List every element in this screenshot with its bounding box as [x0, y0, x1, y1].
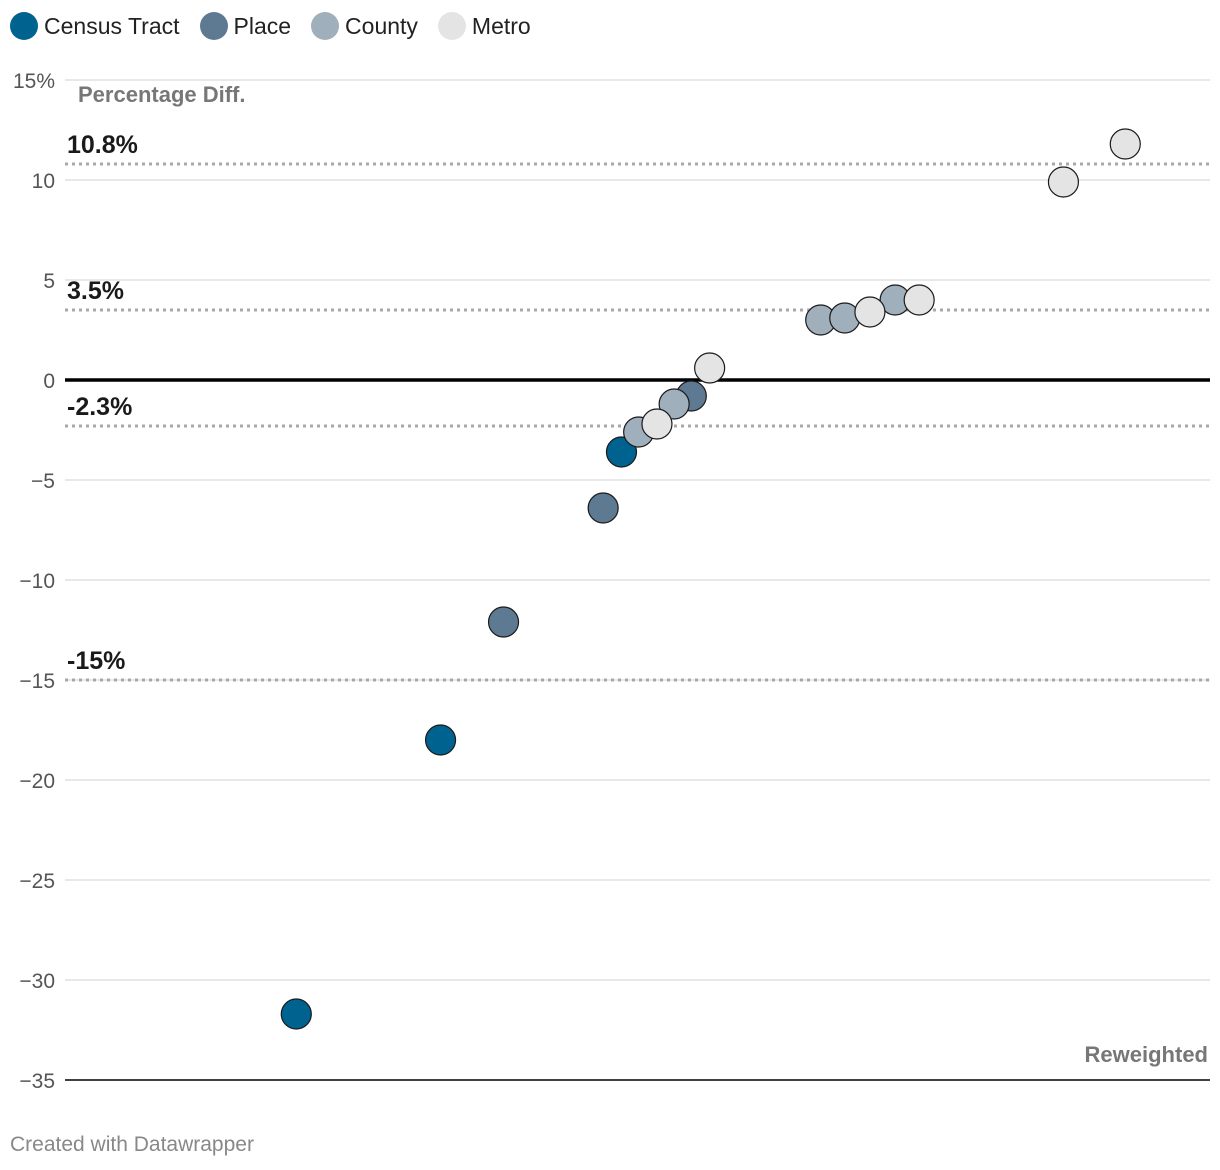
- data-point-metro: [903, 284, 935, 316]
- credit-footer: Created with Datawrapper: [10, 1133, 254, 1156]
- y-tick-label: −15: [19, 670, 55, 693]
- y-tick-label: −35: [19, 1070, 55, 1093]
- y-tick-label: 0: [43, 370, 55, 393]
- reference-line-label: -15%: [67, 647, 125, 675]
- legend-item: Place: [199, 12, 292, 40]
- legend-swatch: [311, 12, 340, 40]
- data-point-metro: [694, 352, 726, 384]
- data-point-county: [658, 388, 690, 420]
- y-tick-label: 10: [32, 170, 55, 193]
- reference-line-label: -2.3%: [67, 393, 132, 421]
- legend-label: County: [345, 12, 418, 39]
- data-point-metro: [641, 408, 673, 440]
- chart-legend: Census Tract Place County Metro: [10, 12, 551, 40]
- y-tick-label: −30: [19, 970, 55, 993]
- legend-item: Census Tract: [10, 12, 180, 40]
- data-point-census-tract: [605, 436, 638, 468]
- data-point-census-tract: [424, 724, 457, 756]
- data-point-census-tract: [280, 998, 312, 1030]
- legend-label: Census Tract: [44, 12, 180, 39]
- y-tick-label: −20: [19, 770, 55, 793]
- y-axis-title: Percentage Diff.: [78, 82, 246, 107]
- data-point-metro: [1109, 128, 1141, 160]
- y-tick-label: 15%: [13, 70, 55, 93]
- legend-item: County: [311, 12, 418, 40]
- data-point-place: [487, 606, 520, 638]
- data-point-place: [587, 492, 619, 524]
- y-tick-label: −25: [19, 870, 55, 893]
- legend-item: Metro: [437, 12, 531, 40]
- reference-line-label: 3.5%: [67, 277, 124, 305]
- x-axis-title: Reweighted: [1085, 1042, 1208, 1067]
- legend-swatch: [10, 12, 38, 40]
- y-tick-label: −10: [19, 570, 55, 593]
- legend-label: Metro: [471, 12, 531, 39]
- y-tick-label: 5: [43, 270, 55, 293]
- y-tick-label: −5: [31, 470, 55, 493]
- data-point-metro: [854, 296, 886, 328]
- legend-swatch: [437, 12, 466, 40]
- data-point-metro: [1047, 166, 1080, 198]
- reference-line-label: 10.8%: [67, 131, 138, 159]
- legend-label: Place: [233, 12, 292, 39]
- legend-swatch: [199, 12, 228, 40]
